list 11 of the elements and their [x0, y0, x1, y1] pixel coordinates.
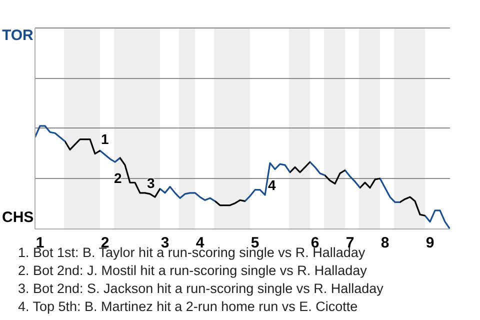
text: 2. Bot 2nd: J. Mostil hit a run-scoring single vs R. Halladay — [18, 262, 368, 280]
annotation: 3 — [147, 175, 155, 191]
x-tick-label: 8 — [380, 234, 390, 252]
x-tick-label: 9 — [426, 234, 434, 252]
text: 4. Top 5th: B. Martinez hit a 2-run home run vs E. Cicotte — [18, 298, 359, 316]
annotation: 2 — [114, 170, 122, 186]
text: TOR — [2, 27, 34, 44]
annotation: 4 — [268, 177, 276, 193]
text: CHS — [2, 209, 34, 226]
annotation: 1 — [101, 131, 109, 147]
text: 3. Bot 2nd: S. Jackson hit a run-scoring single vs R. Halladay — [18, 280, 384, 298]
